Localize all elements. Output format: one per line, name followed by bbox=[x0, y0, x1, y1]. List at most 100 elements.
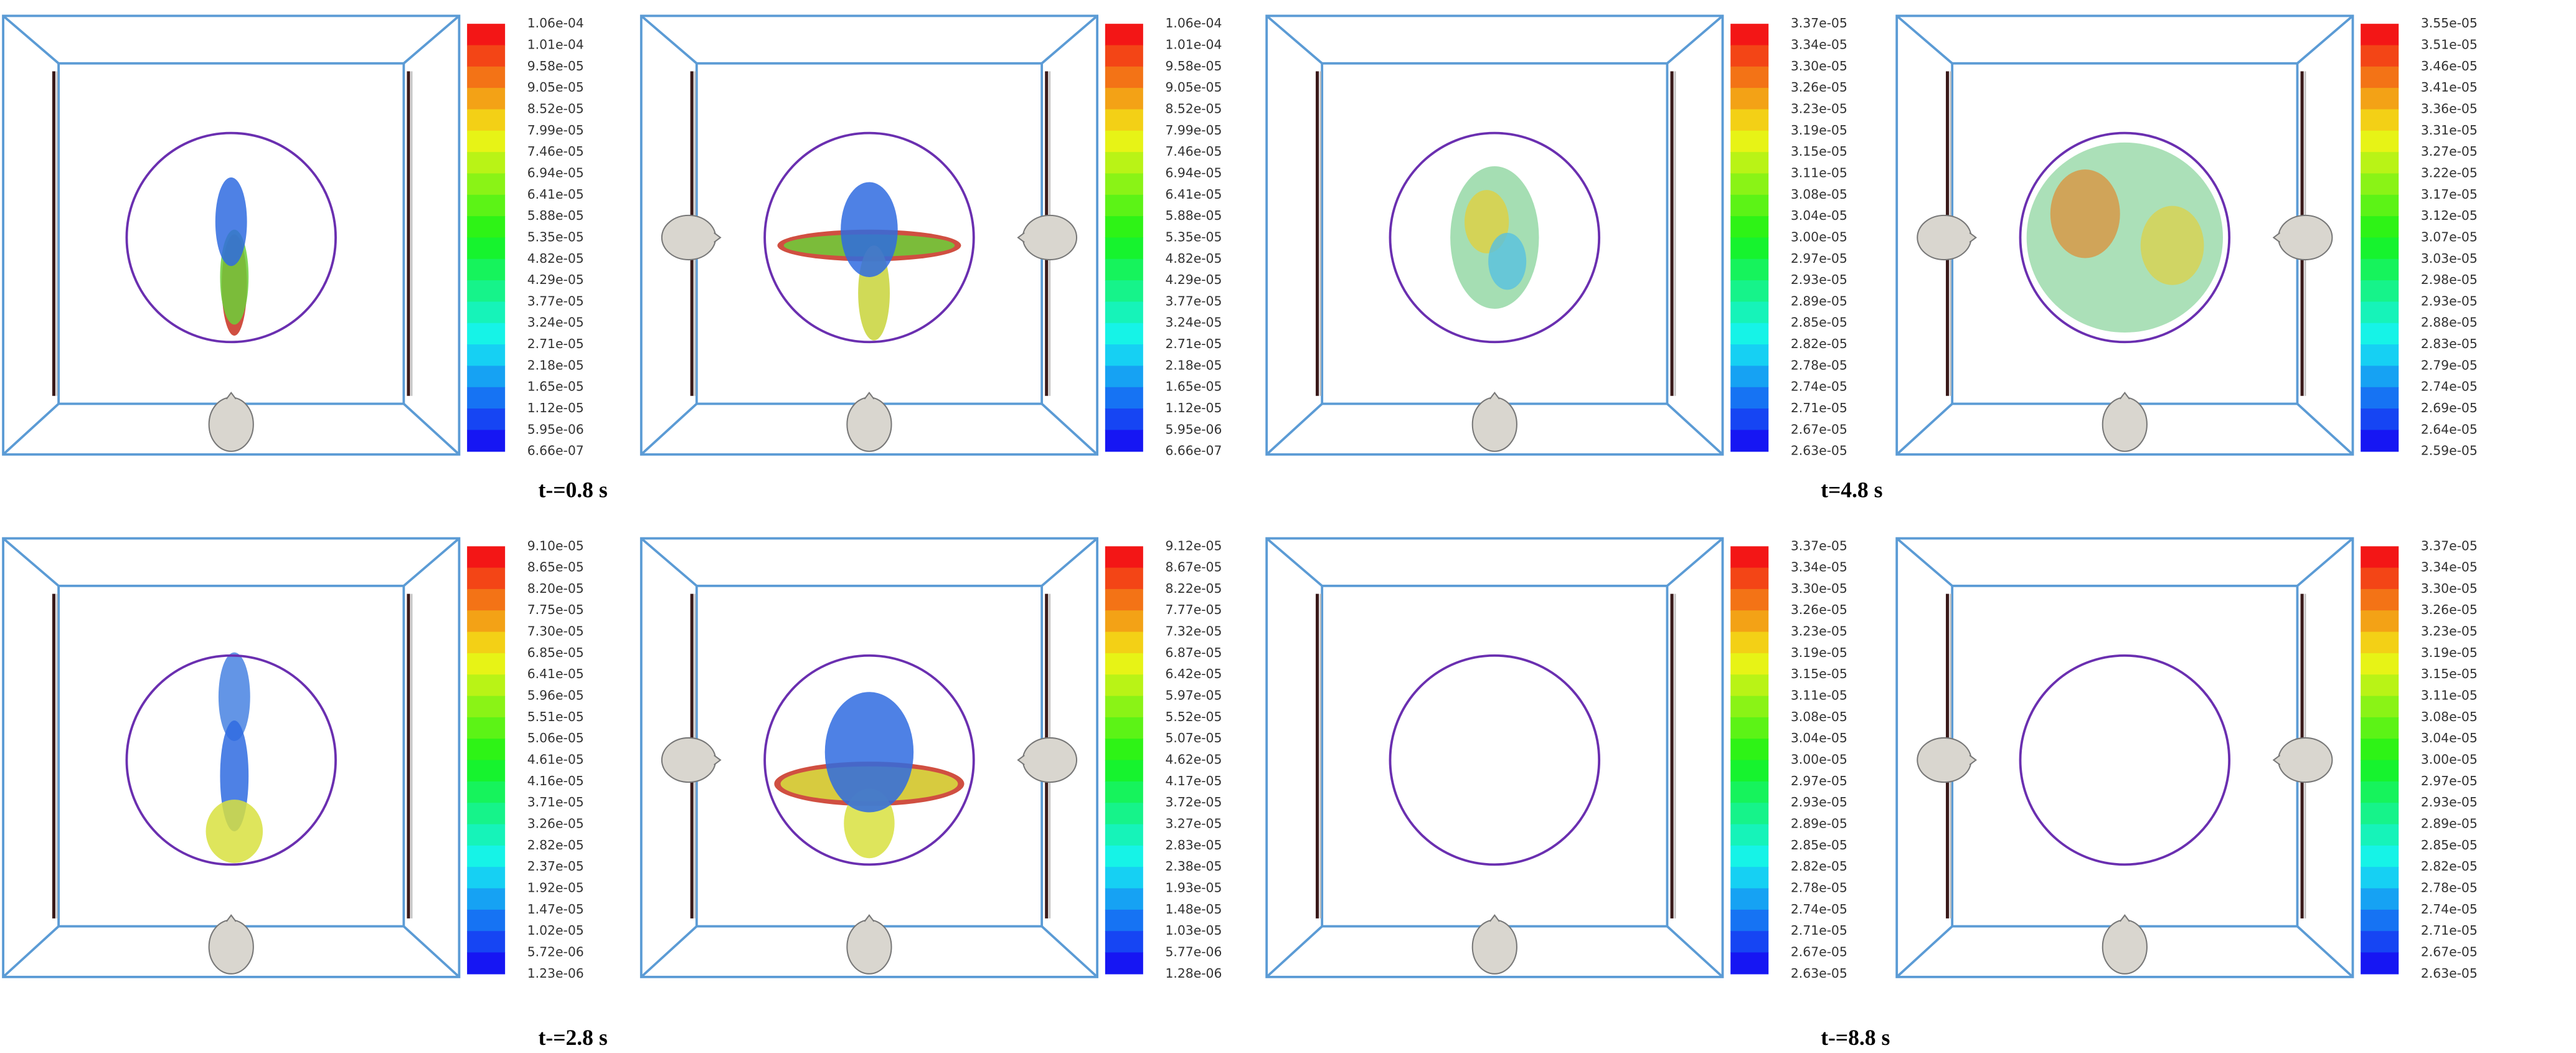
colorbar-band bbox=[467, 781, 506, 803]
nose bbox=[2272, 755, 2281, 765]
room-edge bbox=[1265, 15, 1323, 65]
colorbar-band bbox=[1105, 66, 1143, 88]
colorbar-label: 2.38e-05 bbox=[1165, 859, 1222, 874]
colorbar-band bbox=[2361, 631, 2399, 654]
head bbox=[1471, 914, 1517, 975]
colorbar-label: 7.46e-05 bbox=[1165, 144, 1222, 159]
colorbar-band bbox=[1730, 109, 1769, 131]
colorbar-label: 3.04e-05 bbox=[2421, 730, 2478, 745]
room-edge bbox=[2296, 15, 2354, 65]
colorbar-band bbox=[1730, 631, 1769, 654]
colorbar-label: 3.71e-05 bbox=[527, 795, 584, 810]
colorbar-band bbox=[2361, 387, 2399, 409]
colorbar-band bbox=[1730, 430, 1769, 452]
colorbar-label: 3.36e-05 bbox=[2421, 101, 2478, 116]
room-edge bbox=[1895, 15, 1953, 65]
colorbar-band bbox=[1105, 696, 1143, 718]
colorbar-label: 3.30e-05 bbox=[1791, 59, 1847, 73]
colorbar-label: 9.10e-05 bbox=[527, 538, 584, 553]
colorbar-label: 3.23e-05 bbox=[1791, 624, 1847, 639]
head-shape bbox=[1917, 214, 1972, 261]
colorbar-band bbox=[467, 216, 506, 238]
colorbar-label: 3.03e-05 bbox=[2421, 251, 2478, 266]
colorbar-band bbox=[1105, 610, 1143, 633]
table-circle bbox=[1389, 654, 1601, 866]
colorbar-band bbox=[2361, 45, 2399, 67]
colorbar-label: 2.83e-05 bbox=[1165, 838, 1222, 852]
colorbar-band bbox=[1105, 408, 1143, 431]
nose bbox=[1969, 232, 1978, 243]
colorbar-label: 5.96e-05 bbox=[527, 688, 584, 703]
colorbar-band bbox=[1730, 280, 1769, 303]
room-inner bbox=[1951, 584, 2299, 928]
colorbar-band bbox=[2361, 258, 2399, 281]
colorbar-band bbox=[1105, 301, 1143, 324]
head bbox=[661, 737, 722, 783]
colorbar-label: 2.63e-05 bbox=[1791, 966, 1847, 981]
colorbar-label: 1.06e-04 bbox=[527, 16, 584, 31]
colorbar-label: 3.00e-05 bbox=[2421, 752, 2478, 767]
colorbar-label: 1.23e-06 bbox=[527, 966, 584, 981]
room-edge bbox=[640, 15, 698, 65]
colorbar-label: 5.51e-05 bbox=[527, 709, 584, 724]
colorbar-label: 2.82e-05 bbox=[2421, 859, 2478, 874]
colorbar-label: 2.67e-05 bbox=[1791, 422, 1847, 437]
colorbar-band bbox=[467, 824, 506, 846]
colorbar-label: 2.82e-05 bbox=[527, 838, 584, 852]
colorbar-label: 8.52e-05 bbox=[1165, 101, 1222, 116]
nose bbox=[225, 391, 237, 400]
colorbar-label: 2.71e-05 bbox=[1791, 400, 1847, 415]
head-shape bbox=[2277, 214, 2333, 261]
colorbar-label: 3.24e-05 bbox=[1165, 315, 1222, 330]
colorbar-label: 2.37e-05 bbox=[527, 859, 584, 874]
colorbar-label: 2.18e-05 bbox=[527, 357, 584, 372]
colorbar-label: 2.78e-05 bbox=[2421, 881, 2478, 895]
colorbar-band bbox=[2361, 588, 2399, 611]
room-outer bbox=[1265, 14, 1724, 456]
colorbar-label: 9.05e-05 bbox=[527, 80, 584, 95]
colorbar-label: 1.93e-05 bbox=[1165, 881, 1222, 895]
colorbar-band bbox=[1105, 931, 1143, 953]
colorbar-band bbox=[1730, 867, 1769, 889]
colorbar-band bbox=[1105, 280, 1143, 303]
colorbar-band bbox=[467, 88, 506, 110]
colorbar-label: 3.34e-05 bbox=[1791, 560, 1847, 575]
colorbar-label: 2.63e-05 bbox=[2421, 966, 2478, 981]
room-outer bbox=[639, 14, 1099, 456]
colorbar-label: 2.74e-05 bbox=[2421, 902, 2478, 917]
colorbar-band bbox=[1105, 24, 1143, 46]
colorbar-band bbox=[2361, 717, 2399, 739]
colorbar-band bbox=[2361, 653, 2399, 676]
colorbar-label: 7.32e-05 bbox=[1165, 624, 1222, 639]
colorbar-label: 4.17e-05 bbox=[1165, 773, 1222, 788]
colorbar-band bbox=[467, 739, 506, 761]
colorbar-band bbox=[2361, 24, 2399, 46]
room-edge bbox=[1666, 403, 1724, 456]
room-outer bbox=[1895, 14, 2354, 456]
colorbar-label: 3.34e-05 bbox=[1791, 37, 1847, 52]
colorbar-band bbox=[1105, 258, 1143, 281]
colorbar-label: 3.30e-05 bbox=[2421, 581, 2478, 596]
colorbar-label: 2.93e-05 bbox=[1791, 272, 1847, 287]
colorbar-band bbox=[2361, 130, 2399, 153]
colorbar-label: 2.67e-05 bbox=[2421, 944, 2478, 959]
room-edge bbox=[1040, 15, 1098, 65]
colorbar-label: 2.97e-05 bbox=[1791, 773, 1847, 788]
colorbar-label: 5.52e-05 bbox=[1165, 709, 1222, 724]
head bbox=[846, 391, 892, 452]
colorbar-label: 4.62e-05 bbox=[1165, 752, 1222, 767]
colorbar-label: 3.00e-05 bbox=[1791, 752, 1847, 767]
colorbar-band bbox=[1730, 45, 1769, 67]
colorbar-band bbox=[1105, 546, 1143, 569]
colorbar-band bbox=[1730, 717, 1769, 739]
colorbar-label: 3.11e-05 bbox=[1791, 165, 1847, 180]
room-edge bbox=[1040, 537, 1098, 587]
colorbar-band bbox=[2361, 909, 2399, 932]
colorbar-band bbox=[2361, 430, 2399, 452]
colorbar-label: 1.01e-04 bbox=[527, 37, 584, 52]
colorbar-label: 1.65e-05 bbox=[1165, 379, 1222, 394]
colorbar-label: 5.35e-05 bbox=[1165, 229, 1222, 244]
colorbar-band bbox=[1105, 867, 1143, 889]
colorbar-band bbox=[467, 909, 506, 932]
colorbar-label: 5.06e-05 bbox=[527, 730, 584, 745]
